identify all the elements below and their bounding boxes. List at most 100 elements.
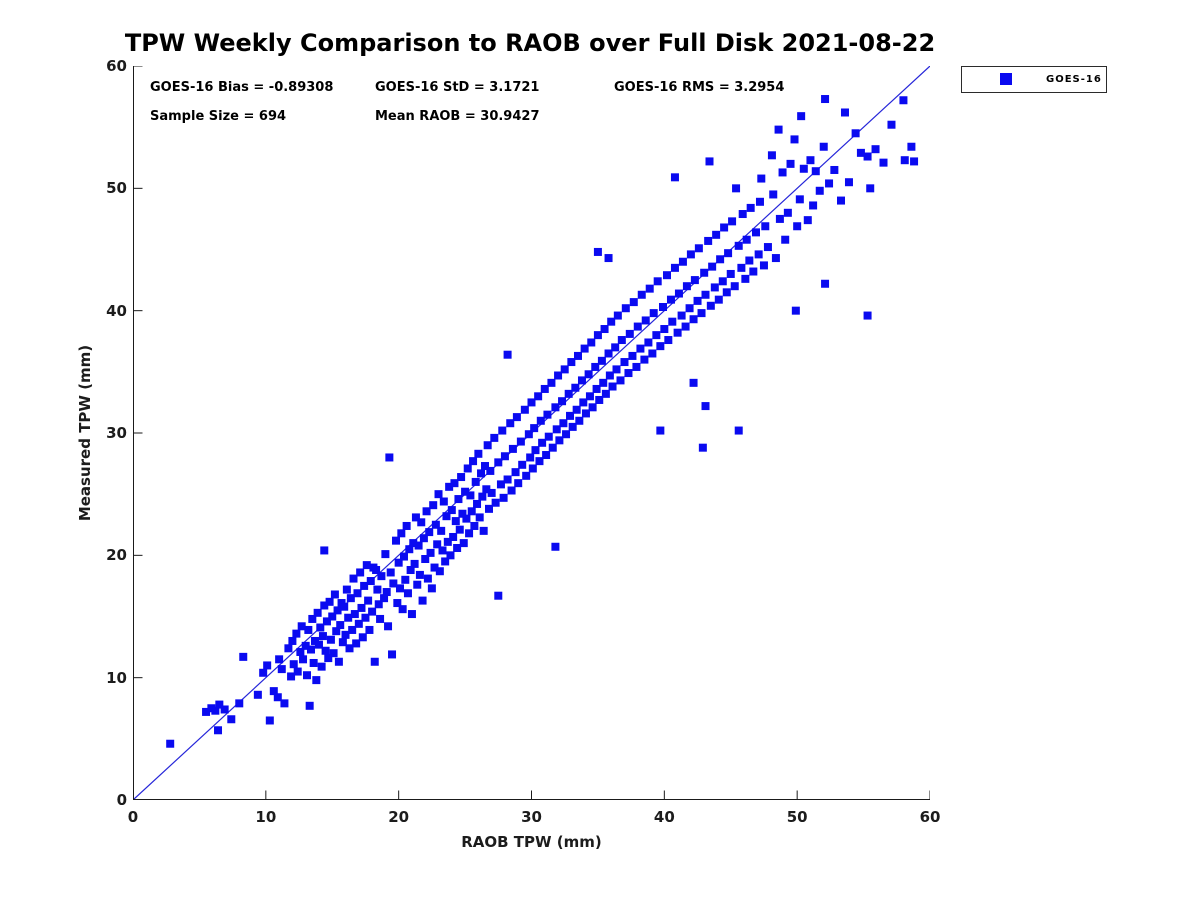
scatter-point <box>514 479 523 488</box>
scatter-point <box>314 640 323 649</box>
scatter-point <box>385 453 394 462</box>
scatter-point <box>666 295 675 304</box>
scatter-point <box>342 585 351 594</box>
scatter-point <box>211 706 220 715</box>
scatter-point <box>698 443 707 452</box>
scatter-point <box>863 152 872 161</box>
scatter-point <box>458 509 467 518</box>
scatter-point <box>481 462 490 471</box>
scatter-point <box>330 590 339 599</box>
scatter-point <box>360 581 369 590</box>
scatter-point <box>427 584 436 593</box>
scatter-point <box>429 501 438 510</box>
scatter-point <box>376 614 385 623</box>
scatter-point <box>306 645 315 654</box>
scatter-point <box>811 167 820 176</box>
scatter-point <box>632 362 641 371</box>
scatter-point <box>457 473 466 482</box>
stat-sample-size: Sample Size = 694 <box>150 109 287 124</box>
scatter-point <box>791 306 800 315</box>
scatter-point <box>483 441 492 450</box>
scatter-point <box>863 311 872 320</box>
scatter-point <box>402 521 411 530</box>
scatter-point <box>392 536 401 545</box>
scatter-point <box>781 235 790 244</box>
scatter-point <box>403 589 412 598</box>
scatter-point <box>415 570 424 579</box>
scatter-point <box>423 574 432 583</box>
scatter-point <box>366 577 375 586</box>
scatter-point <box>542 451 551 460</box>
scatter-point <box>597 356 606 365</box>
scatter-point <box>584 370 593 379</box>
scatter-point <box>451 517 460 526</box>
scatter-point <box>313 608 322 617</box>
scatter-point <box>617 336 626 345</box>
scatter-point <box>607 317 616 326</box>
scatter-point <box>710 283 719 292</box>
scatter-point <box>369 563 378 572</box>
scatter-point <box>386 568 395 577</box>
scatter-point <box>761 222 770 231</box>
scatter-point <box>259 668 268 677</box>
scatter-point <box>482 485 491 494</box>
scatter-point <box>332 627 341 636</box>
scatter-point <box>742 235 751 244</box>
scatter-point <box>718 277 727 286</box>
scatter-point <box>388 650 397 659</box>
scatter-point <box>419 534 428 543</box>
scatter-point <box>364 596 373 605</box>
scatter-point <box>612 365 621 374</box>
scatter-point <box>446 551 455 560</box>
scatter-point <box>409 539 418 548</box>
scatter-point <box>697 309 706 318</box>
scatter-point <box>316 623 325 632</box>
scatter-point <box>604 254 613 263</box>
scatter-point <box>531 446 540 455</box>
scatter-point <box>659 302 668 311</box>
scatter-point <box>564 389 573 398</box>
scatter-point <box>398 605 407 614</box>
scatter-point <box>701 402 710 411</box>
scatter-point <box>450 479 459 488</box>
scatter-point <box>312 676 321 685</box>
x-tick-label: 20 <box>388 808 410 826</box>
scatter-point <box>591 362 600 371</box>
scatter-point <box>821 95 830 104</box>
scatter-point <box>393 599 402 608</box>
scatter-point <box>357 603 366 612</box>
scatter-point <box>304 625 313 634</box>
scatter-point <box>668 317 677 326</box>
scatter-point <box>640 355 649 364</box>
scatter-point <box>318 632 327 641</box>
scatter-point <box>593 331 602 340</box>
scatter-point <box>656 342 665 351</box>
scatter-point <box>462 514 471 523</box>
scatter-point <box>670 173 679 182</box>
scatter-point <box>512 413 521 422</box>
scatter-point <box>317 662 326 671</box>
scatter-point <box>628 351 637 360</box>
scatter-point <box>900 156 909 165</box>
scatter-point <box>693 296 702 305</box>
scatter-point <box>413 580 422 589</box>
scatter-point <box>399 552 408 561</box>
scatter-point <box>325 597 334 606</box>
scatter-point <box>309 658 318 667</box>
scatter-point <box>851 129 860 138</box>
scatter-point <box>320 601 329 610</box>
scatter-point <box>700 268 709 277</box>
scatter-point <box>755 197 764 206</box>
scatter-point <box>338 638 347 647</box>
scatter-point <box>486 466 495 475</box>
scatter-point <box>499 493 508 502</box>
stat-mean-raob: Mean RAOB = 30.9427 <box>375 109 540 124</box>
scatter-point <box>421 555 430 564</box>
scatter-point <box>368 607 377 616</box>
scatter-point <box>297 622 306 631</box>
scatter-point <box>579 398 588 407</box>
scatter-point <box>471 477 480 486</box>
scatter-point <box>566 411 575 420</box>
scatter-point <box>528 464 537 473</box>
